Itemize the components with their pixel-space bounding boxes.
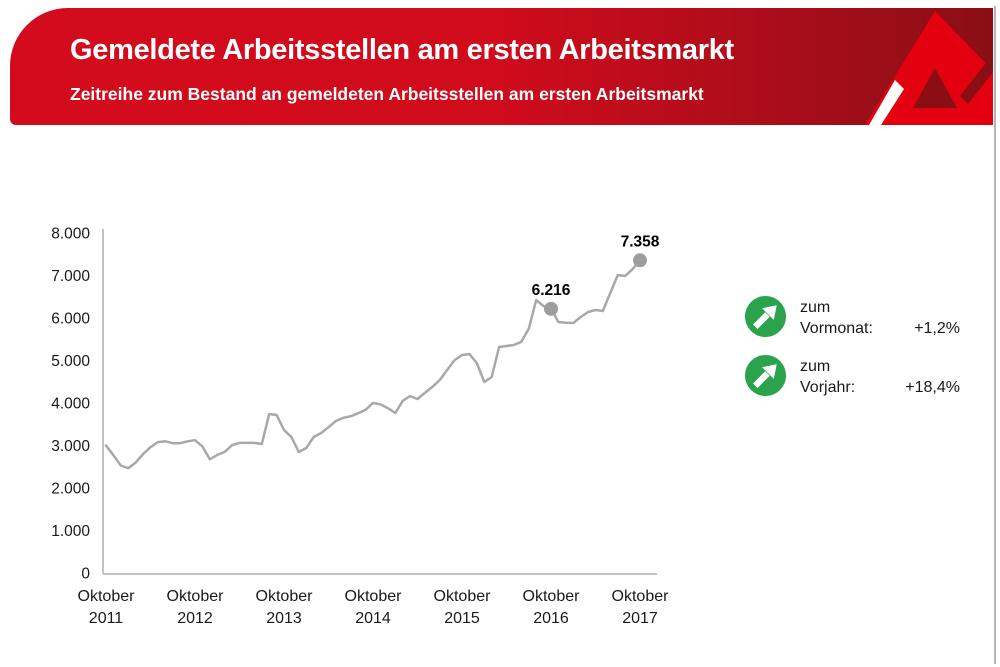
x-tick-label-month: Oktober (612, 588, 670, 605)
page-subtitle: Zeitreihe zum Bestand an gemeldeten Arbe… (70, 84, 704, 104)
agentur-fuer-arbeit-logo-icon (865, 11, 993, 125)
data-point-label: 7.358 (621, 233, 660, 250)
logo-a-counter (913, 68, 957, 108)
kpi-vormonat: zum Vormonat: +1,2% (744, 295, 960, 339)
kpi-vorjahr-value: +18,4% (905, 379, 960, 396)
y-tick-label: 0 (81, 566, 90, 583)
page-title: Gemeldete Arbeitsstellen am ersten Arbei… (70, 34, 734, 66)
page-right-border (994, 6, 996, 664)
y-tick-label: 6.000 (51, 311, 90, 328)
kpi-vorjahr-text: zum Vorjahr: +18,4% (800, 354, 960, 398)
logo-a-highlight (869, 80, 904, 125)
y-tick-label: 2.000 (51, 481, 90, 498)
x-tick-label-year: 2013 (266, 610, 302, 627)
x-tick-label-year: 2016 (533, 610, 569, 627)
y-tick-label: 7.000 (51, 268, 90, 285)
logo-a-slit (960, 54, 993, 104)
x-tick-label-month: Oktober (434, 588, 492, 605)
trend-up-icon (744, 354, 787, 397)
data-point-marker (633, 253, 647, 268)
x-tick-label-year: 2014 (355, 610, 391, 627)
x-tick-label-month: Oktober (78, 588, 136, 605)
x-tick-label-month: Oktober (523, 588, 581, 605)
trend-up-icon (744, 295, 787, 338)
x-tick-label-year: 2012 (177, 610, 213, 627)
x-tick-label-month: Oktober (345, 588, 403, 605)
y-tick-label: 5.000 (51, 353, 90, 370)
y-tick-label: 1.000 (51, 523, 90, 540)
x-tick-label-year: 2017 (622, 610, 658, 627)
x-tick-label-month: Oktober (167, 588, 225, 605)
y-tick-label: 8.000 (51, 226, 90, 243)
y-tick-label: 4.000 (51, 396, 90, 413)
data-point-label: 6.216 (532, 282, 571, 299)
kpi-vormonat-value: +1,2% (914, 320, 960, 337)
kpi-label-line2: Vorjahr: (800, 379, 856, 396)
kpi-label-line1: zum (800, 358, 831, 375)
x-tick-label-month: Oktober (256, 588, 314, 605)
kpi-vorjahr: zum Vorjahr: +18,4% (744, 354, 960, 398)
y-tick-label: 3.000 (51, 438, 90, 455)
kpi-vormonat-text: zum Vormonat: +1,2% (800, 295, 960, 339)
kpi-panel: zum Vormonat: +1,2% zum Vorjahr: +18,4% (744, 295, 960, 398)
x-tick-label-year: 2015 (444, 610, 480, 627)
data-point-marker (544, 301, 558, 316)
x-tick-label-year: 2011 (89, 610, 124, 627)
kpi-label-line2: Vormonat: (800, 320, 873, 337)
header-banner: Gemeldete Arbeitsstellen am ersten Arbei… (10, 8, 993, 125)
kpi-label-line1: zum (800, 299, 831, 316)
